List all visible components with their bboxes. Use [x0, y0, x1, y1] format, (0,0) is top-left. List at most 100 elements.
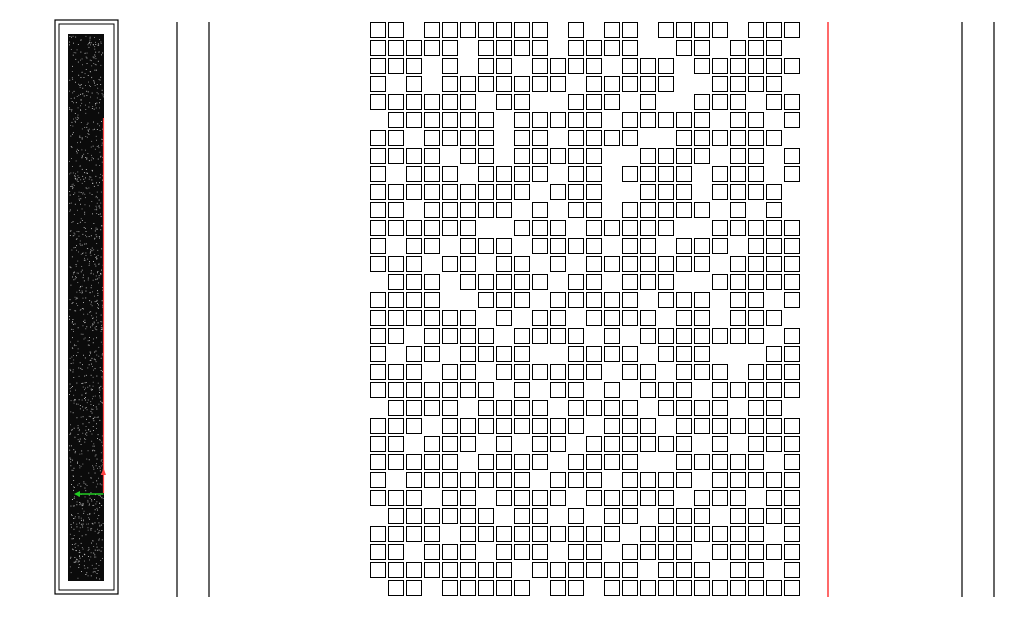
noise-speck [93, 321, 95, 323]
grid-cell [442, 490, 458, 506]
noise-speck [78, 560, 80, 562]
noise-speck [84, 193, 86, 195]
noise-speck [102, 523, 104, 524]
grid-cell [640, 148, 656, 164]
noise-speck [70, 400, 72, 402]
noise-speck [80, 110, 82, 111]
noise-speck [72, 35, 74, 37]
grid-cell [640, 94, 656, 110]
noise-speck [84, 438, 85, 440]
noise-speck [77, 461, 78, 463]
noise-speck [85, 69, 87, 70]
noise-speck [73, 272, 75, 273]
noise-speck [76, 291, 78, 293]
noise-speck [75, 81, 76, 83]
noise-speck [69, 449, 71, 451]
noise-speck [76, 245, 77, 247]
noise-speck [76, 178, 78, 180]
grid-cell [658, 382, 674, 398]
noise-speck [92, 291, 93, 293]
noise-speck [81, 450, 83, 452]
grid-cell [514, 490, 530, 506]
noise-speck [93, 322, 95, 324]
noise-speck [73, 427, 75, 429]
noise-speck [96, 319, 97, 321]
noise-speck [85, 109, 87, 110]
noise-speck [90, 60, 92, 62]
noise-speck [100, 550, 102, 552]
noise-speck [79, 527, 81, 529]
noise-speck [79, 467, 81, 469]
grid-cell [604, 310, 620, 326]
noise-speck [91, 363, 92, 365]
noise-speck [82, 406, 84, 408]
grid-cell [568, 148, 584, 164]
noise-speck [80, 77, 82, 78]
noise-speck [81, 503, 83, 505]
noise-speck [69, 90, 70, 92]
noise-speck [96, 256, 97, 258]
noise-speck [81, 505, 83, 507]
noise-speck [91, 284, 92, 286]
noise-speck [85, 243, 87, 245]
noise-speck [90, 270, 92, 272]
noise-speck [101, 376, 103, 378]
grid-cell [478, 112, 494, 128]
noise-speck [96, 182, 97, 184]
noise-speck [83, 520, 84, 522]
grid-cell [478, 328, 494, 344]
grid-cell [586, 220, 602, 236]
noise-speck [98, 346, 100, 348]
grid-cell [388, 310, 404, 326]
noise-speck [98, 549, 100, 551]
noise-speck [88, 263, 90, 265]
noise-speck [83, 482, 85, 484]
noise-speck [84, 172, 85, 174]
noise-speck [81, 308, 83, 309]
noise-speck [80, 286, 81, 287]
noise-speck [98, 277, 100, 279]
grid-cell [442, 544, 458, 560]
grid-cell [694, 310, 710, 326]
grid-cell [424, 238, 440, 254]
grid-cell [766, 40, 782, 56]
noise-speck [77, 426, 79, 428]
noise-speck [70, 411, 72, 413]
noise-speck [72, 499, 73, 500]
noise-speck [83, 512, 85, 514]
noise-speck [99, 207, 101, 209]
noise-speck [92, 445, 94, 447]
grid-cell [478, 454, 494, 470]
noise-speck [79, 502, 81, 503]
grid-cell [532, 166, 548, 182]
noise-speck [97, 434, 99, 436]
grid-cell [496, 580, 512, 596]
grid-cell [586, 130, 602, 146]
noise-speck [101, 324, 102, 326]
grid-cell [442, 76, 458, 92]
noise-speck [77, 181, 79, 182]
noise-speck [99, 439, 100, 441]
grid-cell [550, 148, 566, 164]
grid-cell [586, 472, 602, 488]
noise-speck [78, 83, 79, 85]
noise-speck [94, 395, 96, 397]
noise-speck [92, 170, 93, 172]
grid-cell [406, 40, 422, 56]
grid-cell [748, 76, 764, 92]
grid-cell [712, 364, 728, 380]
noise-speck [87, 499, 89, 501]
noise-speck [72, 79, 74, 80]
grid-cell [586, 112, 602, 128]
grid-cell [784, 508, 800, 524]
noise-speck [78, 191, 80, 193]
noise-speck [70, 186, 72, 187]
noise-speck [96, 207, 98, 209]
noise-speck [85, 397, 86, 398]
noise-speck [90, 235, 92, 237]
grid-cell [388, 202, 404, 218]
noise-speck [77, 425, 79, 426]
noise-speck [71, 71, 73, 72]
noise-speck [100, 329, 102, 330]
noise-speck [75, 58, 77, 60]
